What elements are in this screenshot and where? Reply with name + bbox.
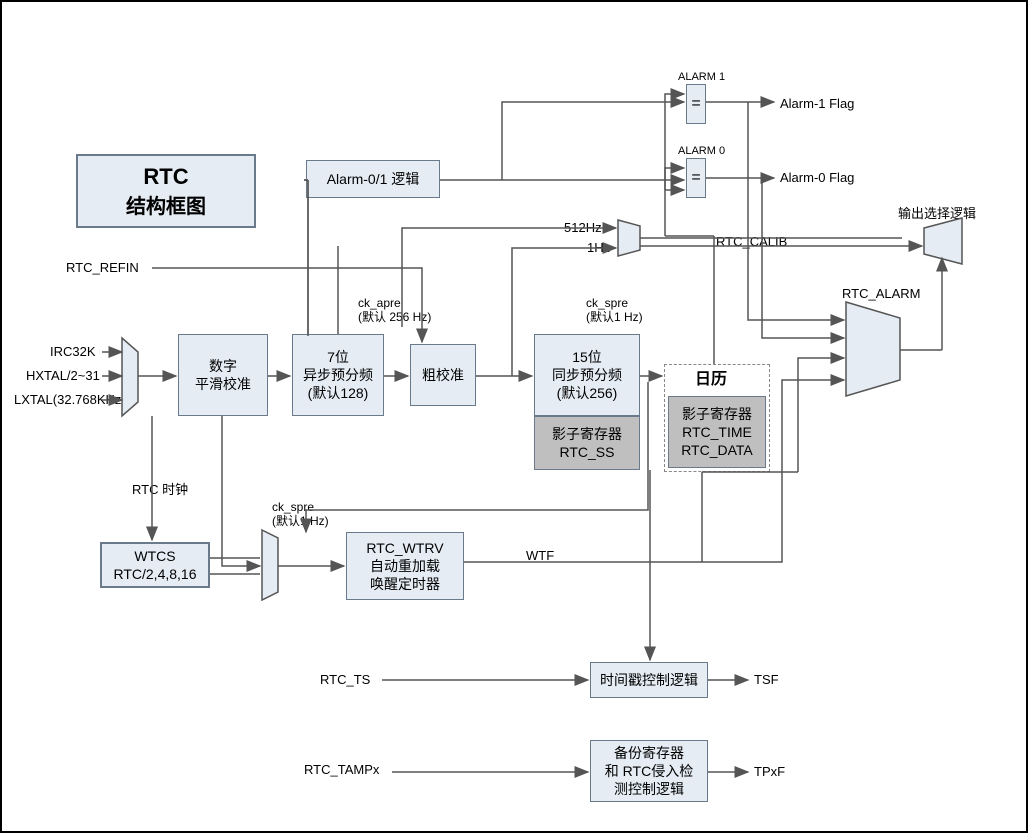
smooth-cal-box: 数字 平滑校准 (178, 334, 268, 416)
alarm1-label: ALARM 1 (678, 71, 725, 84)
alarm1-flag: Alarm-1 Flag (780, 96, 854, 112)
in-irc32k: IRC32K (50, 344, 96, 360)
title-line2: 结构框图 (126, 190, 206, 219)
alarm-signal-label: RTC_ALARM (842, 286, 921, 302)
sync-prescaler-box: 15位 同步预分频 (默认256) (534, 334, 640, 416)
ck-apre-l1: ck_apre (358, 296, 401, 310)
ck-apre-l2: (默认 256 Hz) (358, 310, 431, 324)
wtcs-l2: RTC/2,4,8,16 (113, 565, 196, 583)
shadow-cal-l1: 影子寄存器 (682, 405, 752, 423)
alarm1-cmp: = (686, 84, 706, 124)
shadow-cal-l2: RTC_TIME (682, 423, 752, 441)
shadow-cal-l3: RTC_DATA (681, 441, 753, 459)
tamp-l2: 和 RTC侵入检 (605, 762, 693, 780)
async-l2: 异步预分频 (303, 366, 373, 384)
tamp-l1: 备份寄存器 (614, 744, 684, 762)
async-l1: 7位 (327, 348, 349, 366)
diagram-frame: RTC 结构框图 IRC32K HXTAL/2~31 LXTAL(32.768K… (0, 0, 1028, 833)
out-select-label: 输出选择逻辑 (898, 206, 976, 222)
ck-spre1-l1: ck_spre (586, 296, 628, 310)
title-line1: RTC (143, 164, 188, 190)
calib-label: RTC_CALIB (716, 234, 787, 250)
async-l3: (默认128) (308, 384, 369, 402)
coarse-cal-box: 粗校准 (410, 344, 476, 406)
alarm-logic-box: Alarm-0/1 逻辑 (306, 160, 440, 198)
alarm0-cmp: = (686, 158, 706, 198)
wtcs-l1: WTCS (134, 547, 175, 565)
in-lxtal: LXTAL(32.768KHz) (14, 392, 126, 408)
in-hxtal: HXTAL/2~31 (26, 368, 100, 384)
rtc-clock-label: RTC 时钟 (132, 482, 188, 498)
shadow-ss-box: 影子寄存器 RTC_SS (534, 416, 640, 470)
wtrv-l3: 唤醒定时器 (370, 575, 440, 593)
refin-label: RTC_REFIN (66, 260, 139, 276)
wtrv-box: RTC_WTRV 自动重加载 唤醒定时器 (346, 532, 464, 600)
sync-l3: (默认256) (557, 384, 618, 402)
title-box: RTC 结构框图 (76, 154, 256, 228)
1hz-label: 1Hz (587, 240, 610, 256)
shadow-ss-l2: RTC_SS (560, 443, 615, 461)
rtc-ts-label: RTC_TS (320, 672, 370, 688)
shadow-cal-box: 影子寄存器 RTC_TIME RTC_DATA (668, 396, 766, 468)
async-prescaler-box: 7位 异步预分频 (默认128) (292, 334, 384, 416)
wtrv-l2: 自动重加载 (370, 557, 440, 575)
wtcs-box: WTCS RTC/2,4,8,16 (100, 542, 210, 588)
sync-l1: 15位 (572, 348, 602, 366)
tsf-label: TSF (754, 672, 779, 688)
shadow-ss-l1: 影子寄存器 (552, 425, 622, 443)
ts-logic-box: 时间戳控制逻辑 (590, 662, 708, 698)
tamp-l3: 测控制逻辑 (614, 780, 684, 798)
calendar-title: 日历 (695, 370, 727, 389)
tamper-logic-box: 备份寄存器 和 RTC侵入检 测控制逻辑 (590, 740, 708, 802)
ck-spre2-l2: (默认1 Hz) (272, 514, 329, 528)
alarm0-flag: Alarm-0 Flag (780, 170, 854, 186)
wtrv-l1: RTC_WTRV (366, 539, 443, 557)
tpxf-label: TPxF (754, 764, 785, 780)
ck-spre1-l2: (默认1 Hz) (586, 310, 643, 324)
sync-l2: 同步预分频 (552, 366, 622, 384)
512hz-label: 512Hz (564, 220, 602, 236)
wtf-label: WTF (526, 548, 554, 564)
rtc-tampx-label: RTC_TAMPx (304, 762, 379, 778)
connections-svg (2, 2, 1026, 831)
alarm0-label: ALARM 0 (678, 145, 725, 158)
ck-spre2-l1: ck_spre (272, 500, 314, 514)
